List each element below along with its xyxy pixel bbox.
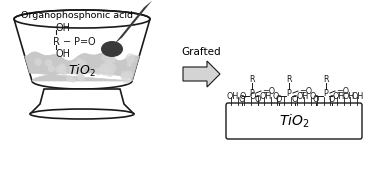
Circle shape — [61, 70, 67, 76]
Circle shape — [121, 73, 129, 81]
Circle shape — [45, 59, 53, 67]
Text: Grafted: Grafted — [182, 47, 221, 57]
Circle shape — [75, 67, 85, 77]
Circle shape — [70, 61, 78, 70]
Circle shape — [57, 65, 67, 74]
Text: =O: =O — [262, 87, 275, 95]
Circle shape — [55, 66, 62, 73]
Ellipse shape — [30, 109, 134, 119]
Circle shape — [34, 58, 42, 66]
Text: =O: =O — [336, 87, 349, 95]
Circle shape — [100, 65, 110, 76]
Text: O: O — [313, 95, 319, 105]
Text: OH: OH — [343, 92, 355, 101]
Text: O: O — [276, 95, 282, 105]
Text: OH: OH — [227, 92, 239, 101]
Polygon shape — [114, 0, 152, 45]
Text: P: P — [250, 88, 255, 98]
Circle shape — [77, 60, 87, 69]
Text: O: O — [255, 95, 261, 105]
FancyBboxPatch shape — [226, 103, 362, 139]
Text: P: P — [287, 88, 292, 98]
Circle shape — [107, 55, 115, 64]
Text: OH: OH — [56, 23, 71, 33]
Circle shape — [68, 65, 78, 74]
Circle shape — [104, 61, 112, 69]
Text: O: O — [273, 92, 279, 101]
Text: =O: =O — [299, 87, 312, 95]
Text: P: P — [324, 88, 329, 98]
Text: OH: OH — [260, 92, 272, 101]
Text: OH: OH — [56, 49, 71, 59]
Circle shape — [48, 65, 55, 72]
Circle shape — [59, 63, 65, 70]
Text: O: O — [310, 92, 316, 101]
Circle shape — [122, 75, 131, 84]
Circle shape — [127, 62, 132, 67]
Text: TiO$_2$: TiO$_2$ — [279, 112, 309, 130]
Text: O: O — [239, 95, 245, 105]
Text: Organophosphonic acid: Organophosphonic acid — [21, 11, 133, 19]
Text: TiO$_2$: TiO$_2$ — [68, 63, 96, 79]
Circle shape — [76, 58, 82, 64]
Text: OH: OH — [333, 92, 345, 101]
Text: O: O — [292, 95, 298, 105]
Circle shape — [101, 53, 110, 62]
Text: R: R — [323, 74, 329, 84]
Circle shape — [94, 68, 102, 75]
Circle shape — [109, 64, 117, 72]
Text: O: O — [329, 95, 335, 105]
Text: OH: OH — [352, 92, 364, 101]
Ellipse shape — [101, 41, 123, 57]
Text: R$\,-\,$P=O: R$\,-\,$P=O — [52, 35, 97, 47]
Text: OH: OH — [297, 92, 309, 101]
Circle shape — [99, 63, 108, 73]
Text: R: R — [286, 74, 292, 84]
Circle shape — [125, 70, 133, 79]
Circle shape — [77, 73, 84, 80]
Polygon shape — [30, 89, 134, 114]
Circle shape — [66, 75, 73, 82]
Polygon shape — [183, 61, 220, 87]
Text: O: O — [240, 92, 246, 101]
Polygon shape — [14, 10, 150, 89]
Text: O: O — [250, 92, 256, 101]
Circle shape — [121, 71, 128, 79]
Circle shape — [106, 69, 114, 77]
Polygon shape — [25, 52, 139, 81]
Circle shape — [79, 75, 85, 82]
Text: R: R — [249, 74, 255, 84]
Circle shape — [125, 53, 135, 63]
Circle shape — [70, 77, 76, 83]
